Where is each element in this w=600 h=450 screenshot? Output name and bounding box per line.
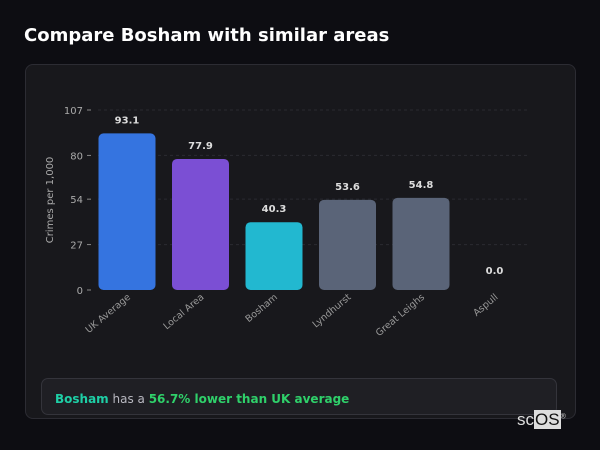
x-tick-label: Great Leighs xyxy=(374,292,427,339)
data-label: 53.6 xyxy=(335,182,360,193)
y-tick-label: 0 xyxy=(77,286,83,297)
data-label: 54.8 xyxy=(409,180,434,191)
bar[interactable] xyxy=(245,222,303,290)
bar[interactable] xyxy=(98,133,156,290)
y-tick-label: 27 xyxy=(70,241,83,252)
data-label: 40.3 xyxy=(262,204,287,215)
summary-banner: Bosham has a 56.7% lower than UK average xyxy=(41,378,557,415)
y-tick-label: 80 xyxy=(70,151,83,162)
summary-area: Bosham xyxy=(55,392,109,406)
bar[interactable] xyxy=(319,199,376,290)
x-tick-label: UK Average xyxy=(84,292,133,336)
x-tick-label: Local Area xyxy=(161,292,206,332)
x-tick-label: Lyndhurst xyxy=(311,292,354,331)
page-title: Compare Bosham with similar areas xyxy=(24,25,390,46)
x-tick-label: Bosham xyxy=(243,292,279,325)
bar[interactable] xyxy=(172,158,229,290)
bar[interactable] xyxy=(392,197,450,290)
data-label: 0.0 xyxy=(486,266,504,277)
data-label: 93.1 xyxy=(115,115,140,126)
y-tick-label: 54 xyxy=(70,195,83,206)
summary-comparison: 56.7% lower than UK average xyxy=(148,392,350,406)
data-label: 77.9 xyxy=(188,141,213,152)
x-tick-label: Aspull xyxy=(471,292,500,319)
y-axis-label: Crimes per 1,000 xyxy=(45,157,56,244)
summary-text: has a xyxy=(108,392,149,406)
y-tick-label: 107 xyxy=(64,106,83,117)
logo: scOS® xyxy=(517,410,566,429)
